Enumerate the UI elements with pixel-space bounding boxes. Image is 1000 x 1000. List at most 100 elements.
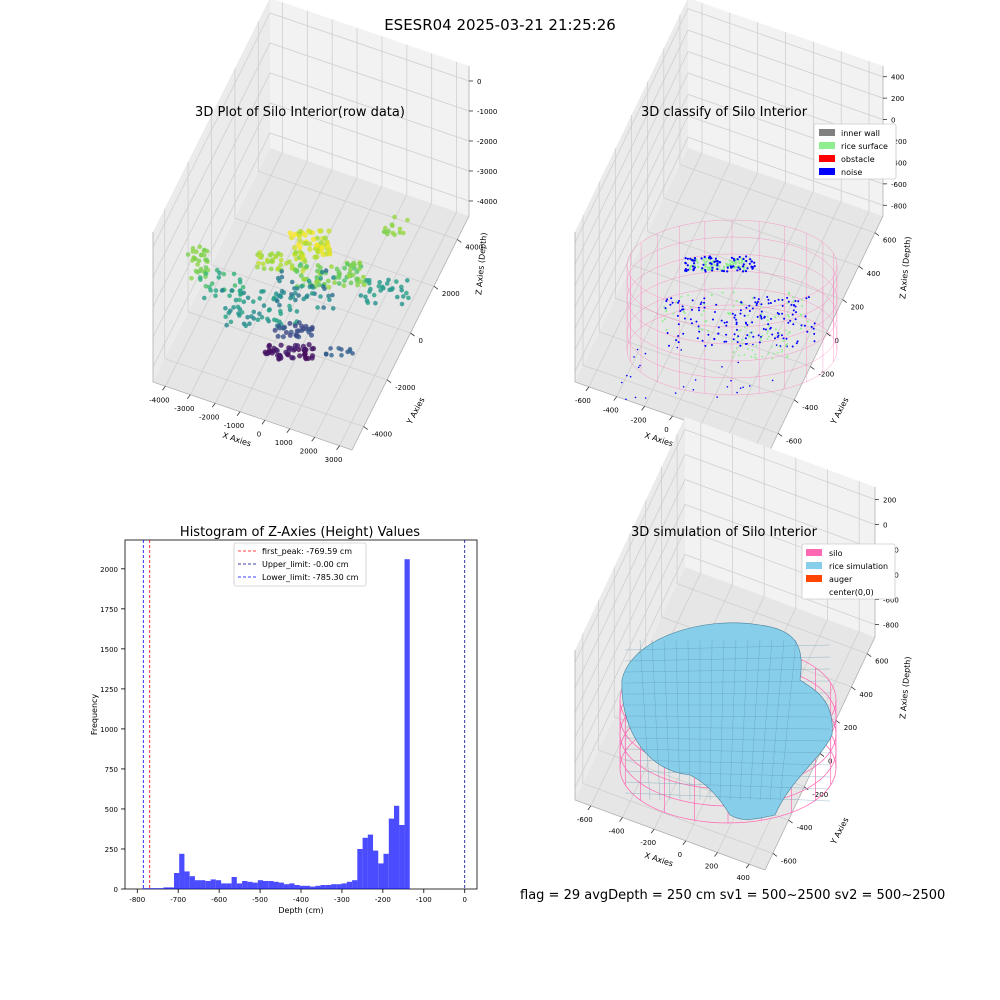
data-point (231, 271, 237, 277)
data-point (788, 291, 790, 294)
legend-swatch (819, 155, 835, 162)
data-point (373, 300, 378, 306)
data-point (777, 334, 780, 337)
axis-edge (351, 66, 470, 451)
y-tick-label: 400 (859, 691, 872, 699)
data-point (684, 257, 687, 260)
data-point (730, 379, 732, 382)
data-point (637, 366, 640, 369)
silo-wireframe (626, 219, 838, 396)
data-point (760, 339, 762, 341)
data-point (303, 240, 309, 246)
grid-line-x (588, 2, 703, 388)
data-point (792, 300, 795, 303)
data-point (690, 258, 694, 262)
data-point (742, 386, 744, 389)
data-point (733, 262, 736, 265)
x-axis-label: Depth (cm) (278, 906, 323, 915)
data-point (278, 252, 284, 258)
data-point (746, 343, 748, 345)
histogram-bar (278, 882, 284, 889)
legend-swatch (819, 129, 835, 136)
data-point (745, 306, 748, 309)
y-tick-label: -400 (802, 404, 818, 412)
histogram-bar (315, 885, 321, 889)
data-point (307, 246, 313, 252)
x-tick-label: -2000 (199, 413, 219, 421)
data-point (717, 332, 720, 335)
data-point (767, 323, 770, 326)
x-tick-label: 0 (257, 430, 261, 438)
data-point (781, 334, 783, 337)
data-point (775, 344, 778, 346)
data-point (771, 346, 773, 348)
data-point (742, 270, 745, 273)
data-point (755, 344, 758, 347)
y-tick (410, 332, 415, 337)
histogram-bar (142, 888, 148, 889)
data-point (255, 317, 261, 323)
data-point (771, 357, 773, 360)
x-tick-label: 1000 (275, 439, 293, 447)
data-point (255, 264, 260, 270)
data-point (787, 314, 789, 317)
data-point (752, 335, 755, 338)
data-point (792, 304, 795, 306)
grid-line-x (644, 22, 759, 407)
data-point (806, 330, 809, 333)
x-tick (587, 805, 592, 811)
mesh-line (624, 781, 831, 790)
data-point (294, 309, 300, 314)
y-tick-label: 1250 (100, 686, 118, 694)
data-point (813, 340, 816, 343)
data-point (707, 333, 710, 336)
data-point (376, 284, 382, 289)
data-point (801, 305, 803, 307)
data-point (272, 327, 278, 333)
data-point (287, 259, 292, 265)
data-point (691, 322, 693, 325)
data-point (261, 303, 267, 308)
data-point (361, 274, 366, 280)
data-point (323, 268, 329, 273)
data-point (664, 307, 667, 310)
data-point (386, 277, 391, 283)
data-point (760, 337, 762, 340)
axes-title: 3D simulation of Silo Interior (631, 525, 818, 540)
grid-line-z (574, 553, 876, 788)
data-point (677, 323, 680, 326)
data-point (319, 245, 325, 251)
data-point (719, 268, 722, 271)
data-point (733, 333, 736, 336)
data-point (260, 261, 266, 267)
bars (142, 559, 410, 889)
data-point (794, 305, 797, 308)
data-point (203, 265, 209, 270)
data-point (278, 342, 284, 348)
data-point (781, 348, 784, 351)
data-point (277, 353, 283, 359)
data-point (786, 333, 789, 336)
data-point (639, 364, 641, 367)
y-tick (826, 332, 831, 337)
data-point (262, 349, 268, 355)
data-point (751, 331, 754, 333)
y-tick-label: 200 (844, 724, 857, 732)
data-point (746, 347, 749, 350)
data-point (326, 228, 332, 234)
data-point (292, 323, 298, 329)
z-axis-label: Z Axies (Depth) (898, 656, 912, 719)
x-tick-label: 400 (736, 874, 749, 882)
data-point (327, 297, 332, 303)
x-tick (236, 411, 241, 416)
data-point (743, 353, 746, 356)
data-point (751, 297, 754, 299)
data-point (287, 307, 293, 313)
data-point (702, 263, 705, 266)
data-point (753, 356, 756, 359)
data-point (355, 282, 360, 288)
data-point (717, 265, 721, 268)
data-point (701, 339, 704, 342)
data-point (700, 313, 703, 316)
z-tick-label: -400 (891, 159, 907, 167)
